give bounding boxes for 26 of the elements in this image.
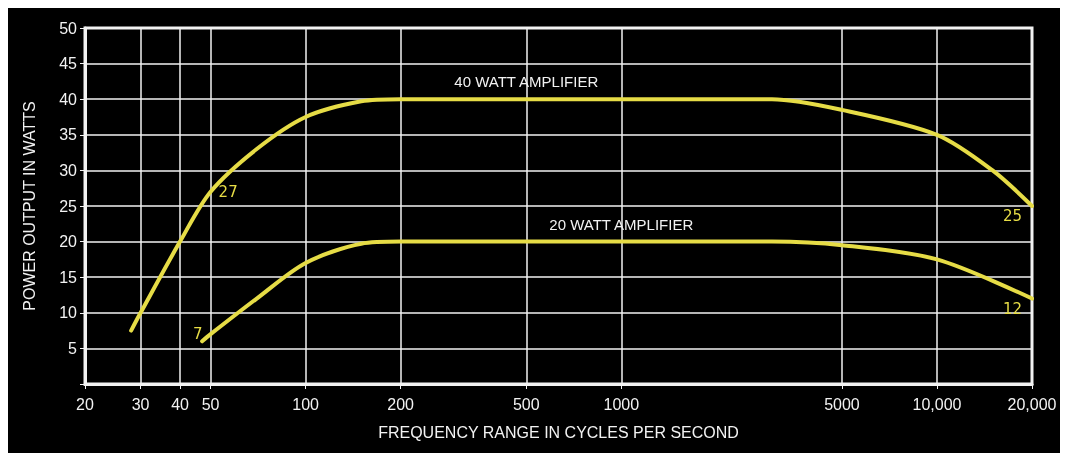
y-axis-title: POWER OUTPUT IN WATTS	[20, 101, 38, 311]
y-tick-label: 40	[59, 90, 78, 108]
x-tick-label: 500	[512, 395, 540, 413]
data-label: 27	[218, 182, 238, 201]
data-label: 7	[193, 325, 203, 344]
x-tick-label: 40	[171, 395, 190, 413]
y-tick-label: 50	[59, 19, 78, 37]
x-tick-label: 10,000	[912, 395, 962, 413]
y-tick-label: 20	[59, 233, 78, 251]
x-tick-label: 20	[76, 395, 94, 413]
x-tick-label: 100	[292, 395, 320, 413]
x-tick-label: 30	[131, 395, 150, 413]
y-tick-label: 45	[59, 55, 78, 73]
data-label: 25	[1002, 207, 1022, 225]
x-tick-label: 50	[201, 395, 220, 413]
x-tick-label: 5000	[824, 395, 860, 413]
x-tick-label: 20,000	[1007, 395, 1057, 413]
y-tick-label: 15	[59, 268, 78, 286]
y-tick-label: 35	[59, 126, 78, 144]
y-tick-label: 25	[59, 197, 78, 215]
x-tick-label: 1000	[603, 395, 640, 413]
y-tick-label: 10	[59, 304, 78, 322]
y-tick-label: 30	[59, 161, 78, 179]
x-axis-title: FREQUENCY RANGE IN CYCLES PER SECOND	[378, 423, 739, 441]
x-tick-label: 200	[387, 395, 415, 413]
y-tick-label: 5	[68, 339, 78, 357]
